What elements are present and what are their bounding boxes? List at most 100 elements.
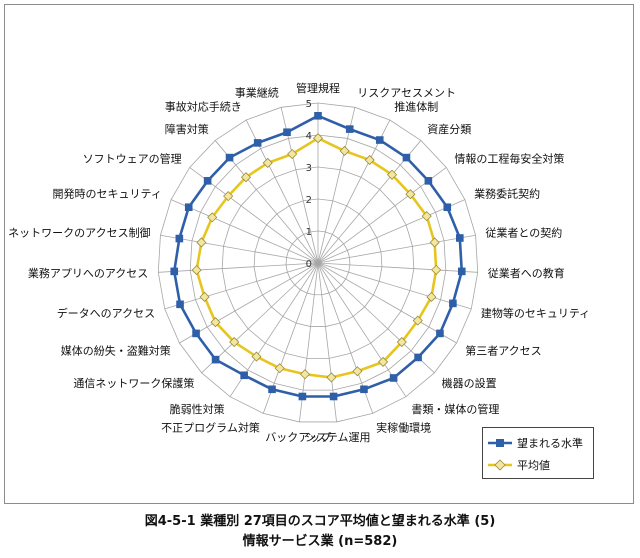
data-point-desired [402,153,411,162]
radar-chart: 0 1 2 3 4 5 管理規程 リスクアセスメント推進体制資産分類情報の工程毎安全対策業務委… [8,81,590,444]
data-point-desired [298,392,307,401]
data-point-desired [443,203,452,212]
data-point-average [191,265,202,276]
category-label: 通信ネットワーク保護策 [73,376,194,390]
category-label: 機器の設置 [442,376,497,390]
data-point-average [287,148,298,160]
data-point-average [199,291,210,303]
category-label: システム運用 [305,431,371,444]
data-point-average [339,145,350,156]
figure-caption-title: 図4-5-1 業種別 27項目のスコア平均値と望まれる水準 (5) [144,514,496,529]
category-label: 脆弱性対策 [170,402,225,416]
data-point-desired [184,203,193,212]
legend-item-average: 平均値 [487,456,591,474]
category-label: 資産分類 [427,123,471,136]
category-label: 不正プログラム対策 [161,420,260,434]
grid-ring [221,166,415,359]
data-point-average [229,336,240,348]
data-point-desired [436,329,444,338]
data-point-desired [414,353,422,362]
data-point-average [223,191,234,202]
grid-spoke [317,262,478,273]
grid-ring [189,134,447,391]
data-point-average [299,369,311,380]
radial-tick-label: 1 [306,227,312,238]
grid-spoke [317,199,466,264]
category-label: 障害対策 [165,122,209,136]
category-label: 書類・媒体の管理 [411,402,499,416]
grid-spoke [317,262,457,344]
data-point-average [352,366,363,377]
category-label: 業務アプリへのアクセス [28,266,148,280]
radial-tick-label: 0 [306,259,312,270]
data-point-desired [375,136,384,144]
category-label: バックアップ [265,431,331,444]
data-point-average [262,157,273,168]
category-label: 開発時のセキュリティ [53,187,162,201]
data-point-average [426,291,437,303]
radial-tick-label: 3 [306,163,312,174]
data-point-desired [253,139,262,147]
grid-spoke [201,262,319,374]
data-point-desired [192,329,200,338]
category-label: ソフトウェアの管理 [83,151,182,165]
radial-tick-label: 2 [306,195,312,206]
grid-spoke [317,234,476,264]
data-point-desired [314,112,322,120]
data-point-desired [389,374,398,382]
category-label: リスクアセスメント [357,87,456,100]
grid-ring [157,102,479,423]
grid-spoke [317,262,472,310]
category-label: 事業継続 [235,86,279,100]
legend-label-average: 平均値 [517,459,550,472]
grid-spoke [170,199,319,264]
grid-spoke [317,107,356,264]
data-point-desired [225,153,234,162]
legend-item-desired: 望まれる水準 [487,434,591,452]
data-point-desired [203,177,212,185]
data-point-average [196,237,207,248]
grid-spoke [158,262,319,273]
category-label: 情報の工程毎安全対策 [454,151,564,165]
series-line-1 [195,136,438,379]
grid-spoke [179,262,319,344]
category-label: 事故対応手続き [165,100,242,114]
data-point-average [429,237,440,248]
category-label: データへのアクセス [57,306,155,320]
data-point-average [396,336,407,348]
category-label: 業務委託契約 [474,187,540,201]
data-point-average [274,363,285,374]
radial-tick-label: 5 [306,99,312,110]
data-point-average [326,372,337,383]
category-label: 従業者との契約 [485,226,562,240]
data-point-desired [268,385,276,394]
data-point-average [207,212,218,223]
data-point-average [412,315,423,326]
category-label: 従業者への教育 [488,266,565,280]
data-point-desired [360,385,368,394]
chart-frame [4,4,634,504]
grid-spoke [164,262,319,310]
category-label: 媒体の紛失・盗難対策 [61,344,171,358]
data-point-average [431,264,442,275]
radial-tick-label: 4 [306,131,312,142]
data-point-desired [424,177,433,185]
grid-ring [285,230,351,296]
data-point-desired [170,267,179,276]
data-point-average [312,133,324,144]
data-point-average [210,317,221,328]
series-line-0 [172,114,464,398]
data-point-average [240,172,252,183]
data-point-average [377,356,389,367]
legend-swatch-diamond-icon [488,459,512,471]
data-point-desired [175,234,184,243]
category-label: 推進体制 [394,100,438,114]
data-point-average [405,189,416,200]
data-point-desired [345,125,354,133]
grid-spoke [317,119,391,264]
figure-caption-subtitle: 情報サービス業 (n=582) [242,534,398,549]
data-point-desired [283,128,291,137]
category-label: ネットワークのアクセス制御 [8,226,150,240]
category-label: 第三者アクセス [465,344,541,358]
data-point-average [386,169,398,180]
